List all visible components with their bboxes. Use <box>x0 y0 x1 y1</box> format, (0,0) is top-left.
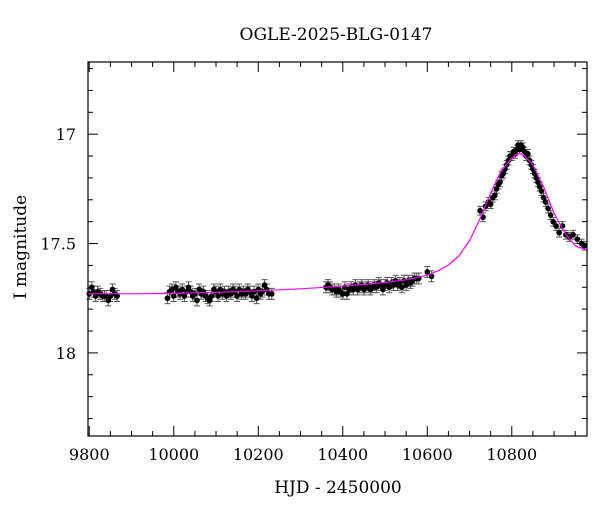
data-point <box>181 293 188 299</box>
chart-title: OGLE-2025-BLG-0147 <box>240 25 433 45</box>
data-point <box>164 295 171 302</box>
data-point <box>397 280 403 286</box>
data-point <box>217 286 224 293</box>
x-tick-label: 10400 <box>317 445 368 464</box>
data-point <box>540 194 547 201</box>
data-point <box>179 286 186 293</box>
data-point <box>261 282 268 288</box>
data-point <box>528 161 535 168</box>
model-curve-layer <box>88 153 588 295</box>
data-point <box>107 293 114 299</box>
data-point <box>105 297 112 304</box>
data-point <box>206 297 213 304</box>
data-point <box>208 293 215 299</box>
data-point <box>505 157 512 164</box>
x-tick-label: 10600 <box>402 445 453 464</box>
x-tick-label: 10000 <box>148 445 199 464</box>
data-point <box>553 223 559 229</box>
data-point <box>194 297 200 304</box>
y-axis-label: I magnitude <box>11 195 31 299</box>
data-point <box>542 199 549 205</box>
data-point <box>477 207 483 214</box>
data-point <box>487 201 494 207</box>
data-point <box>373 284 380 291</box>
data-point <box>497 179 503 186</box>
model-curve <box>88 153 588 295</box>
data-point <box>92 293 99 299</box>
data-point <box>519 144 526 151</box>
tick-layer: 9800 10000 10200 10400 10600 10800 17 17.5 18 <box>40 62 587 464</box>
x-tick-label: 10200 <box>233 445 284 464</box>
data-point <box>268 291 275 297</box>
data-point <box>559 223 566 229</box>
data-point <box>428 273 435 280</box>
y-tick-label: 17 <box>56 125 76 144</box>
data-point <box>242 291 249 297</box>
data-point <box>103 293 109 299</box>
x-tick-label: 10800 <box>486 445 537 464</box>
data-point <box>90 288 97 295</box>
x-tick-label: 9800 <box>69 445 110 464</box>
data-point <box>192 291 198 297</box>
data-point <box>344 291 350 297</box>
data-point <box>378 282 384 288</box>
data-point <box>185 284 192 291</box>
data-point-layer <box>86 142 588 304</box>
data-point <box>399 284 405 291</box>
data-point <box>170 293 177 299</box>
plot-frame <box>87 61 588 437</box>
data-point <box>493 186 500 192</box>
data-point <box>114 293 120 299</box>
data-point <box>512 151 518 157</box>
data-point <box>390 282 397 288</box>
data-point <box>196 286 202 293</box>
data-point <box>545 205 551 212</box>
y-tick-label: 17.5 <box>40 235 76 254</box>
data-point <box>525 151 531 157</box>
data-point <box>574 236 581 242</box>
data-point <box>547 212 554 218</box>
data-point <box>386 284 393 291</box>
x-axis-label: HJD - 2450000 <box>274 478 402 498</box>
data-point <box>253 295 260 302</box>
data-point <box>213 288 219 295</box>
data-point <box>228 291 234 297</box>
data-point <box>380 286 386 293</box>
errorbar-layer <box>86 140 588 307</box>
data-point <box>533 175 540 181</box>
data-point <box>251 288 257 295</box>
data-point <box>173 284 179 291</box>
data-point <box>500 170 507 177</box>
data-point <box>234 293 240 299</box>
data-point <box>535 179 541 186</box>
data-point <box>223 293 230 299</box>
y-tick-label: 18 <box>56 344 76 363</box>
data-point <box>538 188 545 194</box>
data-point <box>403 282 409 288</box>
data-point <box>550 218 556 225</box>
data-point <box>215 293 221 299</box>
data-point <box>177 291 183 297</box>
data-point <box>339 291 346 297</box>
data-point <box>536 183 543 190</box>
data-point <box>249 293 255 299</box>
data-point <box>492 192 498 199</box>
data-point <box>424 269 431 275</box>
data-point <box>109 286 116 293</box>
data-point <box>581 242 588 249</box>
data-point <box>570 231 576 238</box>
data-point <box>556 229 562 236</box>
data-point <box>350 286 357 293</box>
